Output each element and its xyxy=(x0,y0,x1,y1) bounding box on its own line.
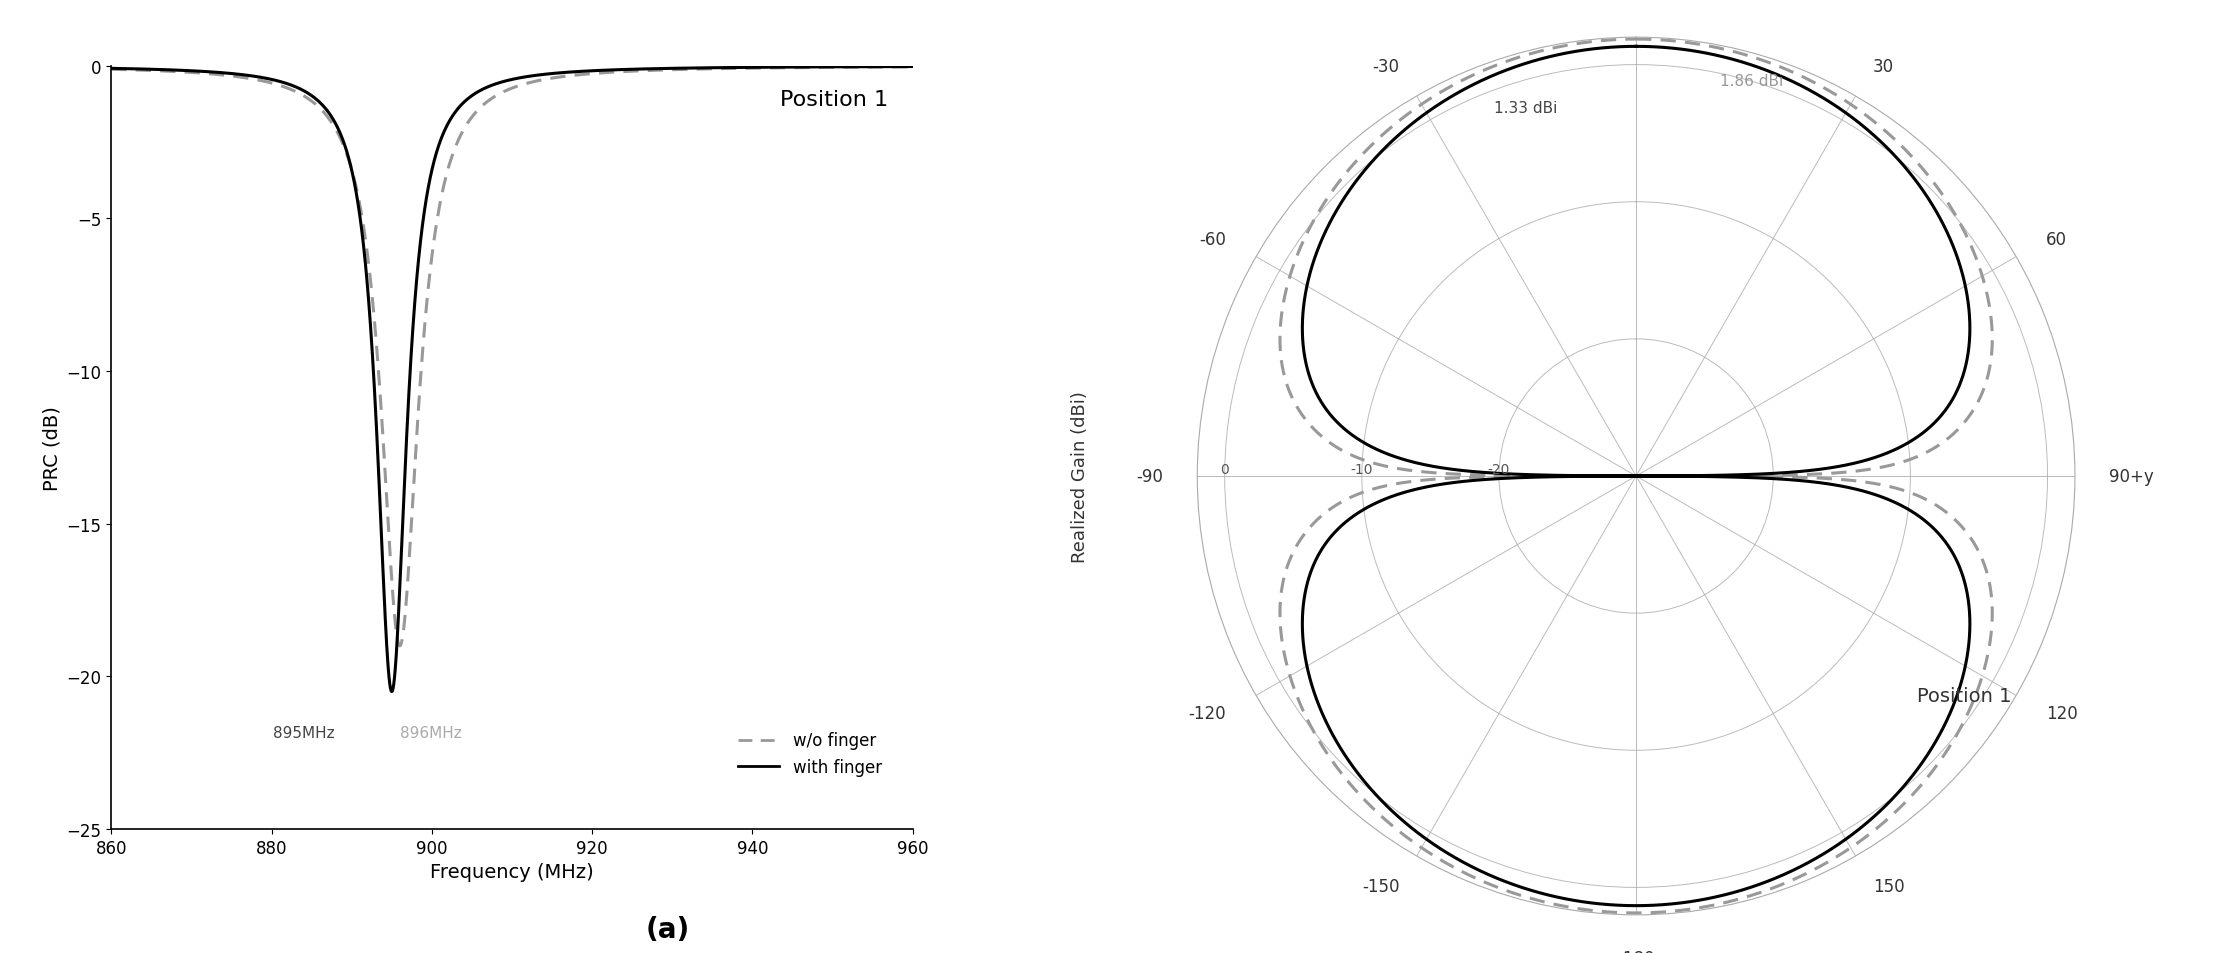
Text: -30: -30 xyxy=(1373,58,1400,76)
Text: 1.86 dBi: 1.86 dBi xyxy=(1721,73,1783,89)
Text: 0: 0 xyxy=(1220,462,1229,476)
Text: -90: -90 xyxy=(1135,468,1162,485)
Text: Position 1: Position 1 xyxy=(781,90,888,110)
Text: 1.33 dBi: 1.33 dBi xyxy=(1494,100,1558,115)
Text: 0+z: 0+z xyxy=(1621,0,1652,4)
Text: (a): (a) xyxy=(646,916,690,943)
Text: -20: -20 xyxy=(1487,462,1509,476)
Text: -150: -150 xyxy=(1362,877,1400,895)
Text: -180: -180 xyxy=(1618,949,1654,953)
Text: 120: 120 xyxy=(2046,704,2077,721)
Text: 30: 30 xyxy=(1872,58,1894,76)
Text: 896MHz: 896MHz xyxy=(401,725,461,740)
Text: 90+y: 90+y xyxy=(2110,468,2155,485)
Text: Realized Gain (dBi): Realized Gain (dBi) xyxy=(1071,391,1089,562)
Text: -60: -60 xyxy=(1200,232,1227,249)
Text: 60: 60 xyxy=(2046,232,2068,249)
Text: -120: -120 xyxy=(1189,704,1227,721)
Text: 895MHz: 895MHz xyxy=(274,725,334,740)
Y-axis label: PRC (dB): PRC (dB) xyxy=(42,406,60,490)
Legend: w/o finger, with finger: w/o finger, with finger xyxy=(730,725,888,782)
Text: 150: 150 xyxy=(1872,877,1903,895)
Text: Position 1: Position 1 xyxy=(1917,686,2012,705)
Text: -10: -10 xyxy=(1351,462,1373,476)
X-axis label: Frequency (MHz): Frequency (MHz) xyxy=(430,862,594,882)
